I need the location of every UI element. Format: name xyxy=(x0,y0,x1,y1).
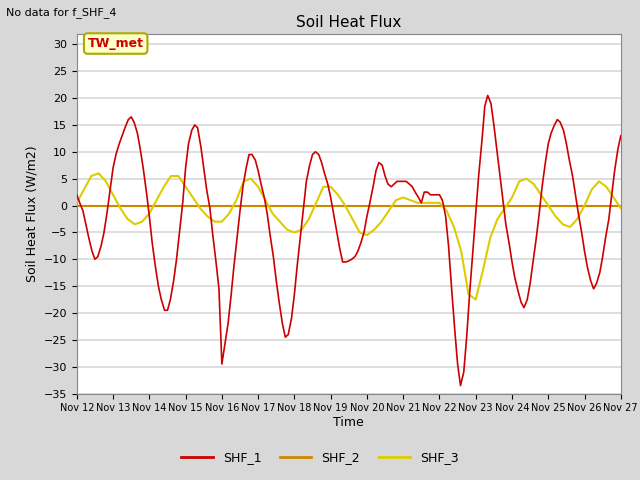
Text: No data for f_SHF_4: No data for f_SHF_4 xyxy=(6,7,117,18)
Title: Soil Heat Flux: Soil Heat Flux xyxy=(296,15,401,30)
Legend: SHF_1, SHF_2, SHF_3: SHF_1, SHF_2, SHF_3 xyxy=(177,446,463,469)
Y-axis label: Soil Heat Flux (W/m2): Soil Heat Flux (W/m2) xyxy=(25,145,38,282)
Text: TW_met: TW_met xyxy=(88,37,144,50)
X-axis label: Time: Time xyxy=(333,416,364,429)
